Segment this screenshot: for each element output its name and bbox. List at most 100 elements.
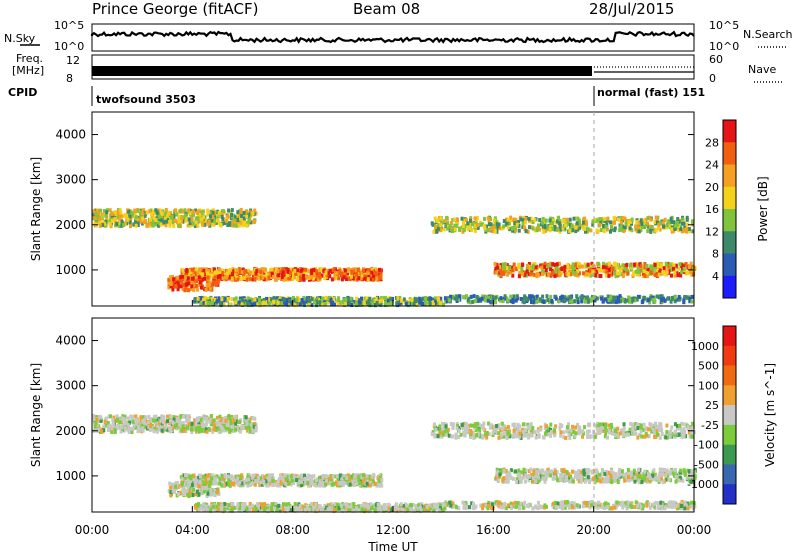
echo-cell (245, 223, 249, 228)
echo-cell (184, 275, 188, 280)
echo-cell (226, 223, 230, 227)
echo-cell (367, 299, 371, 303)
echo-cell (200, 301, 204, 305)
echo-cell (248, 270, 252, 275)
echo-cell (535, 274, 539, 279)
echo-cell (189, 476, 193, 481)
echo-cell (258, 300, 262, 305)
echo-cell (158, 215, 162, 219)
echo-cell (492, 225, 496, 230)
echo-cell (236, 210, 240, 215)
echo-cell (245, 478, 248, 482)
echo-cell (689, 269, 692, 274)
echo-cell (292, 481, 296, 485)
echo-cell (535, 228, 539, 233)
freq-label-1: Freq. (16, 52, 43, 65)
echo-cell (599, 219, 603, 224)
nave-tick-top: 60 (709, 53, 723, 66)
echo-cell (553, 273, 557, 278)
echo-cell (99, 208, 102, 213)
echo-cell (158, 421, 162, 425)
echo-cell (307, 302, 311, 307)
echo-cell (139, 210, 143, 215)
echo-cell (229, 476, 233, 480)
echo-cell (512, 294, 516, 299)
echo-cell (102, 219, 106, 224)
echo-cell (367, 509, 371, 513)
echo-cell (302, 274, 305, 278)
echo-cell (239, 216, 243, 221)
echo-cell (310, 474, 314, 479)
echo-cell (176, 281, 180, 286)
echo-cell (430, 300, 434, 305)
echo-cell (662, 224, 666, 229)
echo-cell (348, 475, 352, 480)
echo-cell (203, 295, 207, 300)
echo-cell (238, 296, 242, 301)
echo-cell (620, 227, 624, 232)
echo-cell (262, 298, 266, 302)
echo-cell (585, 295, 589, 300)
echo-cell (198, 479, 202, 484)
echo-cell (386, 298, 390, 303)
echo-cell (577, 222, 581, 227)
echo-cell (530, 268, 534, 273)
echo-cell (539, 297, 542, 302)
echo-cell (346, 274, 350, 279)
echo-cell (306, 275, 310, 280)
echo-cell (549, 221, 553, 226)
echo-cell (433, 222, 437, 227)
echo-cell (371, 479, 375, 484)
echo-cell (245, 209, 249, 214)
echo-cell (115, 215, 119, 220)
echo-cell (182, 429, 186, 433)
echo-cell (238, 429, 242, 434)
echo-cell (645, 264, 648, 269)
echo-cell (669, 299, 673, 304)
echo-cell (415, 303, 419, 307)
echo-cell (229, 209, 233, 214)
echo-cell (375, 506, 379, 511)
echo-cell (272, 299, 276, 304)
echo-cell (348, 277, 352, 281)
echo-cell (216, 502, 220, 507)
echo-cell (303, 270, 307, 275)
echo-cell (211, 210, 215, 215)
echo-cell (211, 208, 215, 213)
echo-cell (143, 421, 147, 426)
echo-cell (629, 263, 633, 268)
echo-cell (533, 218, 537, 223)
echo-cell (520, 265, 524, 270)
echo-cell (502, 271, 506, 276)
echo-cell (502, 219, 506, 223)
echo-cell (384, 300, 387, 305)
echo-cell (685, 295, 689, 300)
echo-cell (174, 210, 178, 215)
echo-cell (323, 276, 327, 281)
echo-cell (535, 299, 539, 304)
echo-cell (200, 210, 203, 215)
echo-cell (153, 427, 157, 431)
echo-cell (586, 299, 590, 304)
echo-cell (287, 481, 291, 486)
echo-cell (173, 218, 177, 223)
echo-cell (178, 221, 181, 226)
echo-cell (126, 427, 130, 432)
echo-cell (445, 299, 449, 304)
echo-cell (205, 421, 208, 426)
echo-cell (543, 261, 547, 266)
echo-cell (369, 299, 373, 304)
echo-cell (147, 209, 151, 214)
echo-cell (206, 208, 210, 213)
echo-cell (627, 295, 631, 300)
echo-cell (357, 276, 361, 281)
echo-cell (296, 268, 300, 273)
echo-cell (220, 212, 224, 216)
echo-cell (314, 269, 318, 274)
echo-cell (307, 269, 311, 274)
echo-cell (264, 479, 268, 484)
echo-cell (547, 265, 551, 269)
echo-cell (576, 300, 580, 305)
echo-cell (183, 278, 187, 283)
